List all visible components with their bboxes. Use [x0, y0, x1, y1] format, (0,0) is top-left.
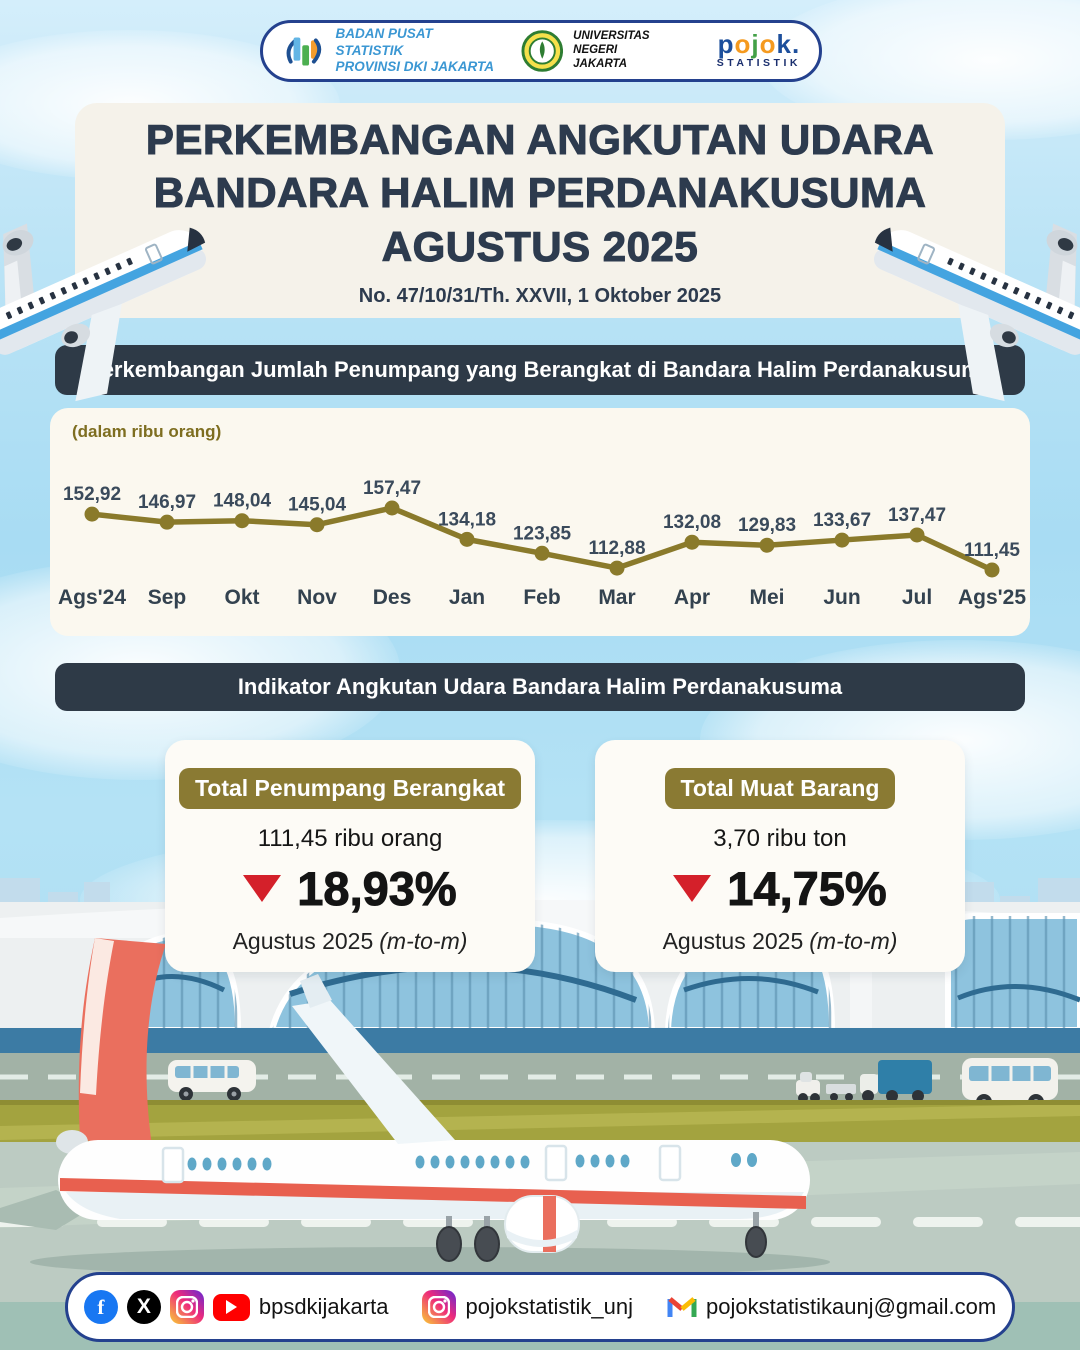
- title-card: PERKEMBANGAN ANGKUTAN UDARA BANDARA HALI…: [75, 103, 1005, 318]
- section-header-passengers: Perkembangan Jumlah Penumpang yang Beran…: [55, 345, 1025, 395]
- page-title-line3: AGUSTUS 2025: [381, 222, 699, 270]
- airplane-illustration-right: [868, 175, 1080, 410]
- taxiing-airplane-illustration: [0, 938, 830, 1277]
- svg-text:152,92: 152,92: [63, 484, 121, 505]
- pojok-wordmark: pojok.: [717, 29, 801, 60]
- footer-handle-pojok[interactable]: pojokstatistik_unj: [465, 1294, 634, 1319]
- instagram-icon[interactable]: [169, 1290, 204, 1324]
- svg-text:Apr: Apr: [674, 586, 710, 609]
- bps-logo-icon: [286, 37, 322, 66]
- footer-group-bps[interactable]: f X bpsdkijakarta: [83, 1290, 389, 1324]
- svg-text:146,97: 146,97: [138, 492, 196, 513]
- svg-text:129,83: 129,83: [738, 515, 796, 536]
- release-number: No. 47/10/31/Th. XXVII, 1 Oktober 2025: [358, 284, 722, 307]
- pojok-logo: pojok. STATISTIK: [716, 29, 801, 69]
- section-header-passengers-label: Perkembangan Jumlah Penumpang yang Beran…: [87, 357, 993, 382]
- cargo-truck-illustration: [860, 1060, 932, 1102]
- bps-name: BADAN PUSAT STATISTIK PROVINSI DKI JAKAR…: [335, 25, 494, 75]
- shuttle-bus-illustration: [168, 1060, 256, 1101]
- svg-text:123,85: 123,85: [513, 523, 572, 544]
- card-period-note: (m-to-m): [379, 928, 468, 954]
- airplane-illustration-left: [0, 223, 207, 402]
- svg-text:111,45: 111,45: [964, 540, 1020, 561]
- footer-email[interactable]: pojokstatistikaunj@gmail.com: [706, 1294, 997, 1319]
- airplane-illustration-right-icon: [873, 223, 1080, 402]
- unj-logo-icon: [521, 30, 563, 72]
- svg-text:Des: Des: [373, 586, 412, 609]
- page-title-line2: BANDARA HALIM PERDANAKUSUMA: [153, 169, 927, 217]
- facebook-icon[interactable]: f: [83, 1290, 118, 1324]
- svg-text:Jan: Jan: [449, 586, 485, 609]
- svg-text:112,88: 112,88: [588, 538, 645, 559]
- footer-group-pojok-instagram[interactable]: pojokstatistik_unj: [422, 1290, 633, 1324]
- card-total-penumpang: Total Penumpang Berangkat 111,45 ribu or…: [165, 740, 535, 972]
- landing-gear: [436, 1212, 767, 1262]
- x-icon[interactable]: X: [126, 1290, 161, 1324]
- passenger-chart: 152,92 Ags'24 146,97 Sep 148,04 Okt 145,04 Nov 1…: [58, 478, 1026, 609]
- decrease-arrow-icon: [243, 875, 282, 902]
- footer-group-email[interactable]: pojokstatistikaunj@gmail.com: [667, 1294, 996, 1320]
- card-total-muat-barang: Total Muat Barang 3,70 ribu ton 14,75% A…: [595, 740, 965, 972]
- social-footer: f X bpsdkijakarta pojokstatistik_unj poj…: [65, 1272, 1015, 1342]
- card-period-label: Agustus 2025: [232, 928, 374, 954]
- svg-text:157,47: 157,47: [363, 478, 421, 499]
- svg-text:137,47: 137,47: [888, 505, 946, 526]
- section-header-indicators: Indikator Angkutan Udara Bandara Halim P…: [55, 663, 1025, 711]
- svg-text:Feb: Feb: [523, 586, 560, 609]
- logo-header-pill: BADAN PUSAT STATISTIK PROVINSI DKI JAKAR…: [260, 20, 822, 82]
- svg-text:133,67: 133,67: [813, 510, 871, 531]
- svg-text:Ags'24: Ags'24: [58, 586, 126, 609]
- svg-text:134,18: 134,18: [438, 509, 496, 530]
- card-badge: Total Penumpang Berangkat: [178, 768, 522, 809]
- engine-nacelle: [504, 1195, 580, 1253]
- card-period: Agustus 2025 (m-to-m): [233, 928, 468, 955]
- svg-text:Ags'25: Ags'25: [958, 586, 1026, 609]
- card-period-label: Agustus 2025: [662, 928, 804, 954]
- svg-text:Jun: Jun: [823, 586, 860, 609]
- svg-text:Mar: Mar: [598, 586, 635, 609]
- unj-name: UNIVERSITAS NEGERI JAKARTA: [573, 30, 650, 70]
- card-period-note: (m-to-m): [809, 928, 898, 954]
- footer-handle-bps[interactable]: bpsdkijakarta: [258, 1294, 389, 1319]
- passenger-chart-card: (dalam ribu orang) 152,92 Ags'24 146,97 Sep…: [50, 408, 1030, 636]
- chart-unit-label: (dalam ribu orang): [72, 422, 222, 441]
- svg-text:Mei: Mei: [749, 586, 784, 609]
- card-change-percent: 14,75%: [727, 862, 887, 916]
- decrease-arrow-icon: [673, 875, 712, 902]
- section-header-indicators-label: Indikator Angkutan Udara Bandara Halim P…: [237, 674, 843, 699]
- svg-text:Okt: Okt: [224, 586, 259, 609]
- pojok-sub-label: STATISTIK: [716, 56, 801, 69]
- card-value: 3,70 ribu ton: [713, 825, 847, 852]
- svg-text:132,08: 132,08: [663, 512, 721, 533]
- svg-text:148,04: 148,04: [213, 491, 272, 512]
- card-badge: Total Muat Barang: [664, 768, 896, 809]
- svg-text:Sep: Sep: [148, 586, 187, 609]
- page-title-line1: PERKEMBANGAN ANGKUTAN UDARA: [145, 115, 935, 163]
- gmail-icon[interactable]: [667, 1295, 697, 1319]
- grass-strip: [0, 1100, 1080, 1142]
- card-period: Agustus 2025 (m-to-m): [663, 928, 898, 955]
- svg-text:145,04: 145,04: [288, 495, 347, 516]
- card-value: 111,45 ribu orang: [257, 825, 443, 852]
- svg-text:Nov: Nov: [297, 586, 337, 609]
- svg-text:Jul: Jul: [902, 586, 932, 609]
- card-change-percent: 18,93%: [297, 862, 457, 916]
- youtube-icon[interactable]: [212, 1293, 250, 1321]
- instagram-icon[interactable]: [422, 1290, 457, 1324]
